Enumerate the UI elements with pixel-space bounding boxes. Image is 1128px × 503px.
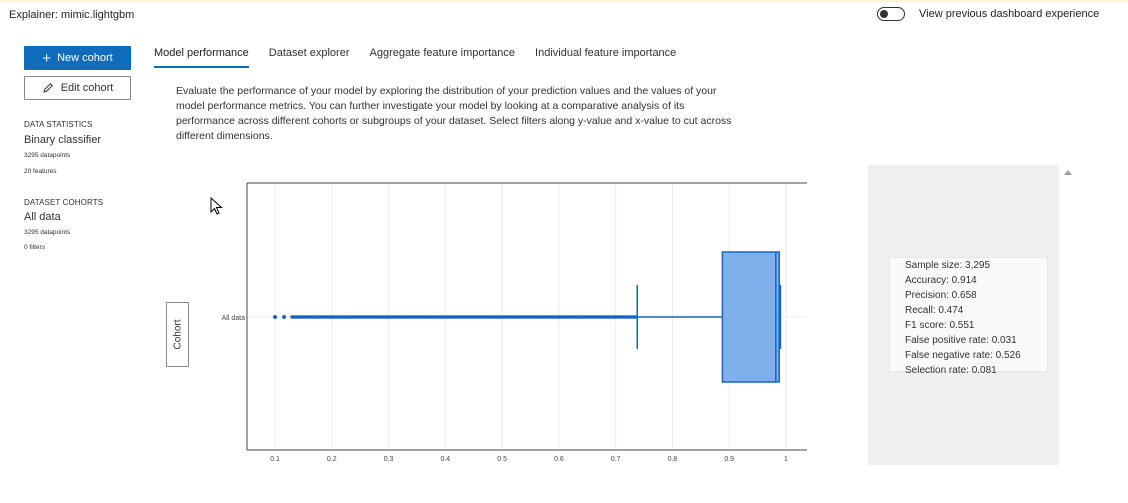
metric-selection-rate: Selection rate: 0.081	[905, 365, 997, 376]
outlier-point	[273, 315, 277, 319]
model-type: Binary classifier	[24, 134, 102, 146]
outlier-point	[282, 315, 287, 319]
metric-false-positive-rate: False positive rate: 0.031	[905, 335, 1017, 346]
x-tick-label: 0.3	[384, 456, 394, 463]
box-iqr	[721, 251, 780, 383]
tab-aggregate-feature-importance[interactable]: Aggregate feature importance	[369, 47, 516, 59]
explainer-title: Explainer: mimic.lightgbm	[9, 9, 135, 21]
tab-bar: Model performance Dataset explorer Aggre…	[154, 47, 696, 68]
cohort-filters: 0 filters	[24, 244, 45, 251]
toggle-knob	[880, 10, 888, 18]
tab-model-performance[interactable]: Model performance	[154, 47, 249, 68]
box-plot-chart: 0.1 0.2 0.3 0.4 0.5 0.6 0.7 0.8 0.9 1 All data	[222, 182, 807, 463]
x-tick-label: 0.2	[327, 456, 337, 463]
x-tick-label: 1	[784, 456, 788, 463]
statistics-features: 20 features	[24, 168, 57, 175]
top-border	[0, 0, 1128, 2]
new-cohort-label: New cohort	[57, 52, 113, 64]
edit-cohort-label: Edit cohort	[60, 82, 114, 94]
edit-cohort-button[interactable]: Edit cohort	[24, 76, 131, 100]
toggle-switch[interactable]	[877, 7, 905, 21]
toggle-label: View previous dashboard experience	[919, 8, 1100, 20]
previous-experience-toggle[interactable]: View previous dashboard experience	[877, 7, 1099, 21]
cohort-name: All data	[24, 211, 61, 223]
x-tick-label: 0.1	[270, 456, 280, 463]
plus-icon: +	[42, 49, 52, 67]
metric-f1-score: F1 score: 0.551	[905, 320, 975, 331]
x-tick-label: 0.7	[611, 456, 621, 463]
x-tick-label: 0.5	[497, 456, 507, 463]
metrics-scrollbar[interactable]	[1059, 165, 1076, 495]
x-tick-label: 0.9	[724, 456, 734, 463]
x-tick-label: 0.8	[668, 456, 678, 463]
tab-individual-feature-importance[interactable]: Individual feature importance	[535, 47, 677, 59]
pencil-icon	[43, 83, 53, 93]
metric-recall: Recall: 0.474	[905, 305, 964, 316]
metric-accuracy: Accuracy: 0.914	[905, 275, 977, 286]
metric-sample-size: Sample size: 3,295	[905, 260, 991, 271]
metric-precision: Precision: 0.658	[905, 290, 977, 301]
mouse-cursor-icon	[210, 197, 223, 215]
metrics-box: Sample size: 3,295 Accuracy: 0.914 Preci…	[889, 257, 1048, 376]
cohort-axis-button[interactable]: Cohort	[166, 302, 189, 367]
metric-false-negative-rate: False negative rate: 0.526	[905, 350, 1021, 361]
dataset-cohorts-heading: DATASET COHORTS	[24, 198, 104, 207]
cohort-axis-label: Cohort	[172, 319, 184, 350]
data-statistics-heading: DATA STATISTICS	[24, 120, 93, 129]
statistics-datapoints: 3295 datapoints	[24, 152, 71, 159]
tab-dataset-explorer[interactable]: Dataset explorer	[268, 47, 350, 59]
new-cohort-button[interactable]: + New cohort	[24, 46, 131, 70]
x-tick-label: 0.6	[554, 456, 564, 463]
scroll-up-icon[interactable]	[1064, 170, 1072, 175]
x-tick-label: 0.4	[440, 456, 450, 463]
cohort-datapoints: 3295 datapoints	[24, 229, 71, 236]
description-text: Evaluate the performance of your model b…	[176, 85, 732, 142]
y-category-label: All data	[222, 315, 245, 322]
